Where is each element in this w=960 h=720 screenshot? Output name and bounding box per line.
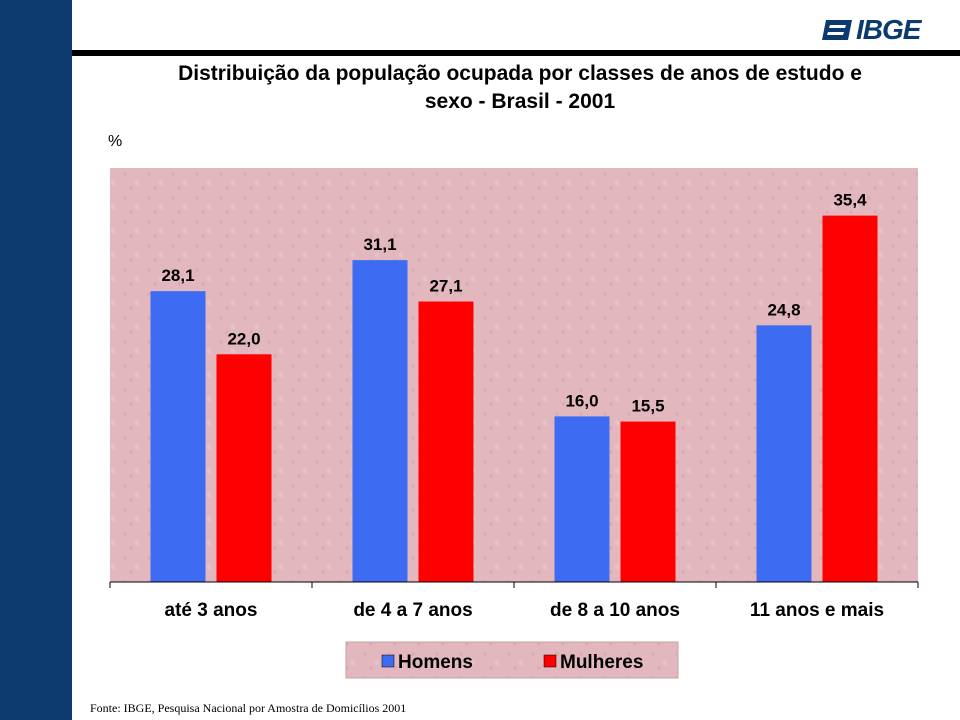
sidebar-band (0, 0, 72, 720)
bar-homens-2 (352, 260, 408, 582)
bar-mulheres-2 (418, 301, 474, 582)
data-label: 31,1 (363, 235, 396, 254)
y-axis-unit-label: % (108, 133, 123, 150)
bar-mulheres-1 (216, 354, 272, 582)
legend-label-homens: Homens (398, 652, 473, 673)
legend-box (345, 641, 679, 679)
data-label: 24,8 (767, 300, 800, 319)
x-tick-label: até 3 anos (165, 600, 258, 621)
data-label: 22,0 (227, 329, 260, 348)
bar-homens-4 (756, 325, 812, 582)
bar-mulheres-3 (620, 421, 676, 582)
chart-title-line-2: sexo - Brasil - 2001 (424, 90, 616, 113)
data-label: 28,1 (161, 266, 194, 285)
data-label: 15,5 (631, 397, 664, 416)
bar-homens-3 (554, 416, 610, 582)
logo-text: IBGE (856, 14, 921, 45)
data-label: 27,1 (429, 277, 462, 296)
header-rule (72, 50, 960, 56)
data-label: 35,4 (833, 191, 867, 210)
x-tick-label: de 8 a 10 anos (550, 600, 680, 621)
data-label: 16,0 (565, 391, 598, 410)
chart-title: Distribuição da população ocupada por cl… (120, 60, 920, 116)
x-tick-label: 11 anos e mais (750, 600, 884, 621)
ibge-logo: IBGE (822, 14, 942, 45)
chart-title-line-1: Distribuição da população ocupada por cl… (178, 62, 862, 85)
ibge-logo-icon (822, 20, 852, 40)
legend-label-mulheres: Mulheres (560, 652, 643, 673)
x-tick-label: de 4 a 7 anos (353, 600, 472, 621)
legend-swatch-mulheres (543, 654, 557, 668)
bar-homens-1 (150, 291, 206, 582)
legend-swatch-homens (381, 654, 395, 668)
source-note: Fonte: IBGE, Pesquisa Nacional por Amost… (90, 701, 407, 715)
bar-mulheres-4 (822, 215, 878, 583)
legend: Homens Mulheres (345, 641, 679, 679)
